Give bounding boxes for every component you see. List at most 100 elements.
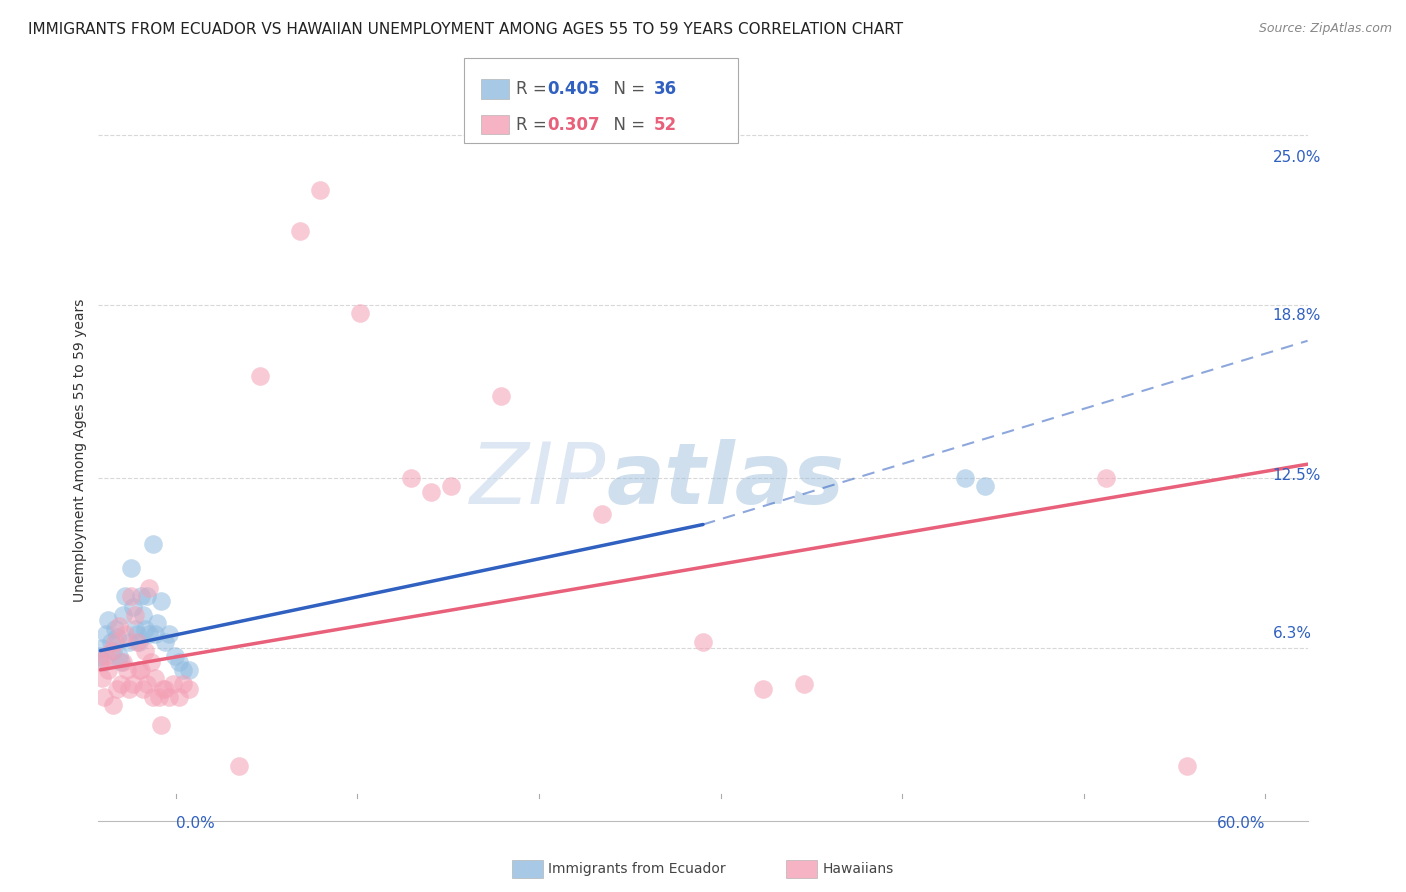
Point xyxy=(101,643,124,657)
Point xyxy=(138,581,160,595)
Point xyxy=(110,676,132,690)
Point xyxy=(152,681,174,696)
Text: 0.307: 0.307 xyxy=(547,116,599,134)
Point xyxy=(135,676,157,690)
Point xyxy=(111,655,134,669)
Text: R =: R = xyxy=(516,116,553,134)
Point xyxy=(93,690,115,705)
Text: 18.8%: 18.8% xyxy=(1272,308,1320,323)
Point xyxy=(91,671,114,685)
Text: R =: R = xyxy=(516,80,553,98)
Point xyxy=(129,589,152,603)
Point xyxy=(138,627,160,641)
Point xyxy=(142,690,165,705)
Point xyxy=(120,589,142,603)
Text: ZIP: ZIP xyxy=(470,439,606,522)
Point xyxy=(132,681,155,696)
Point xyxy=(288,224,311,238)
Point xyxy=(420,484,443,499)
Point xyxy=(101,698,124,713)
Point xyxy=(121,676,143,690)
Text: Hawaiians: Hawaiians xyxy=(823,862,894,876)
Point xyxy=(118,681,141,696)
Point xyxy=(143,627,166,641)
Point xyxy=(129,663,152,677)
Point xyxy=(167,655,190,669)
Point xyxy=(107,649,129,664)
Point xyxy=(118,635,141,649)
Point xyxy=(124,622,146,636)
Point xyxy=(105,681,128,696)
Point xyxy=(120,561,142,575)
Point xyxy=(440,479,463,493)
Point xyxy=(179,681,201,696)
Point xyxy=(105,630,128,644)
Point xyxy=(149,717,172,731)
Point xyxy=(157,690,180,705)
Point xyxy=(139,655,162,669)
Point xyxy=(953,471,976,485)
Point xyxy=(491,389,513,403)
Point xyxy=(167,690,190,705)
Point xyxy=(793,676,815,690)
Point xyxy=(148,690,170,705)
Point xyxy=(692,635,714,649)
Point xyxy=(121,599,143,614)
Point xyxy=(125,627,148,641)
Point xyxy=(1095,471,1118,485)
Point xyxy=(162,676,184,690)
Point xyxy=(97,663,120,677)
Point xyxy=(179,663,201,677)
Text: 60.0%: 60.0% xyxy=(1218,816,1265,831)
Point xyxy=(115,663,138,677)
Point xyxy=(1175,759,1198,773)
Point xyxy=(752,681,775,696)
Point xyxy=(107,619,129,633)
Point xyxy=(228,759,250,773)
Text: IMMIGRANTS FROM ECUADOR VS HAWAIIAN UNEMPLOYMENT AMONG AGES 55 TO 59 YEARS CORRE: IMMIGRANTS FROM ECUADOR VS HAWAIIAN UNEM… xyxy=(28,22,903,37)
Point xyxy=(163,649,186,664)
Point xyxy=(96,627,118,641)
Point xyxy=(93,655,115,669)
Point xyxy=(149,594,172,608)
Point xyxy=(96,649,118,664)
Point xyxy=(249,369,271,384)
Text: N =: N = xyxy=(603,116,651,134)
Point xyxy=(153,681,176,696)
Point xyxy=(157,627,180,641)
Text: 6.3%: 6.3% xyxy=(1272,626,1312,641)
Point xyxy=(135,589,157,603)
Point xyxy=(128,663,150,677)
Text: Source: ZipAtlas.com: Source: ZipAtlas.com xyxy=(1258,22,1392,36)
Point xyxy=(309,183,332,197)
Point xyxy=(134,643,156,657)
Text: N =: N = xyxy=(603,80,651,98)
Point xyxy=(134,622,156,636)
Point xyxy=(89,649,111,664)
Point xyxy=(114,589,136,603)
Point xyxy=(142,537,165,551)
Point xyxy=(128,635,150,649)
Point xyxy=(172,663,194,677)
Point xyxy=(110,655,132,669)
Point xyxy=(153,635,176,649)
Point xyxy=(103,622,125,636)
Point xyxy=(97,614,120,628)
Text: 0.405: 0.405 xyxy=(547,80,599,98)
Point xyxy=(124,607,146,622)
Point xyxy=(114,627,136,641)
Point xyxy=(103,635,125,649)
Point xyxy=(100,643,122,657)
Point xyxy=(974,479,997,493)
Point xyxy=(100,635,122,649)
Point xyxy=(146,616,169,631)
Point xyxy=(91,640,114,655)
Point xyxy=(591,507,613,521)
Text: 12.5%: 12.5% xyxy=(1272,468,1320,483)
Point xyxy=(399,471,422,485)
Text: Immigrants from Ecuador: Immigrants from Ecuador xyxy=(548,862,725,876)
Text: 52: 52 xyxy=(654,116,676,134)
Point xyxy=(143,671,166,685)
Point xyxy=(111,607,134,622)
Point xyxy=(125,635,148,649)
